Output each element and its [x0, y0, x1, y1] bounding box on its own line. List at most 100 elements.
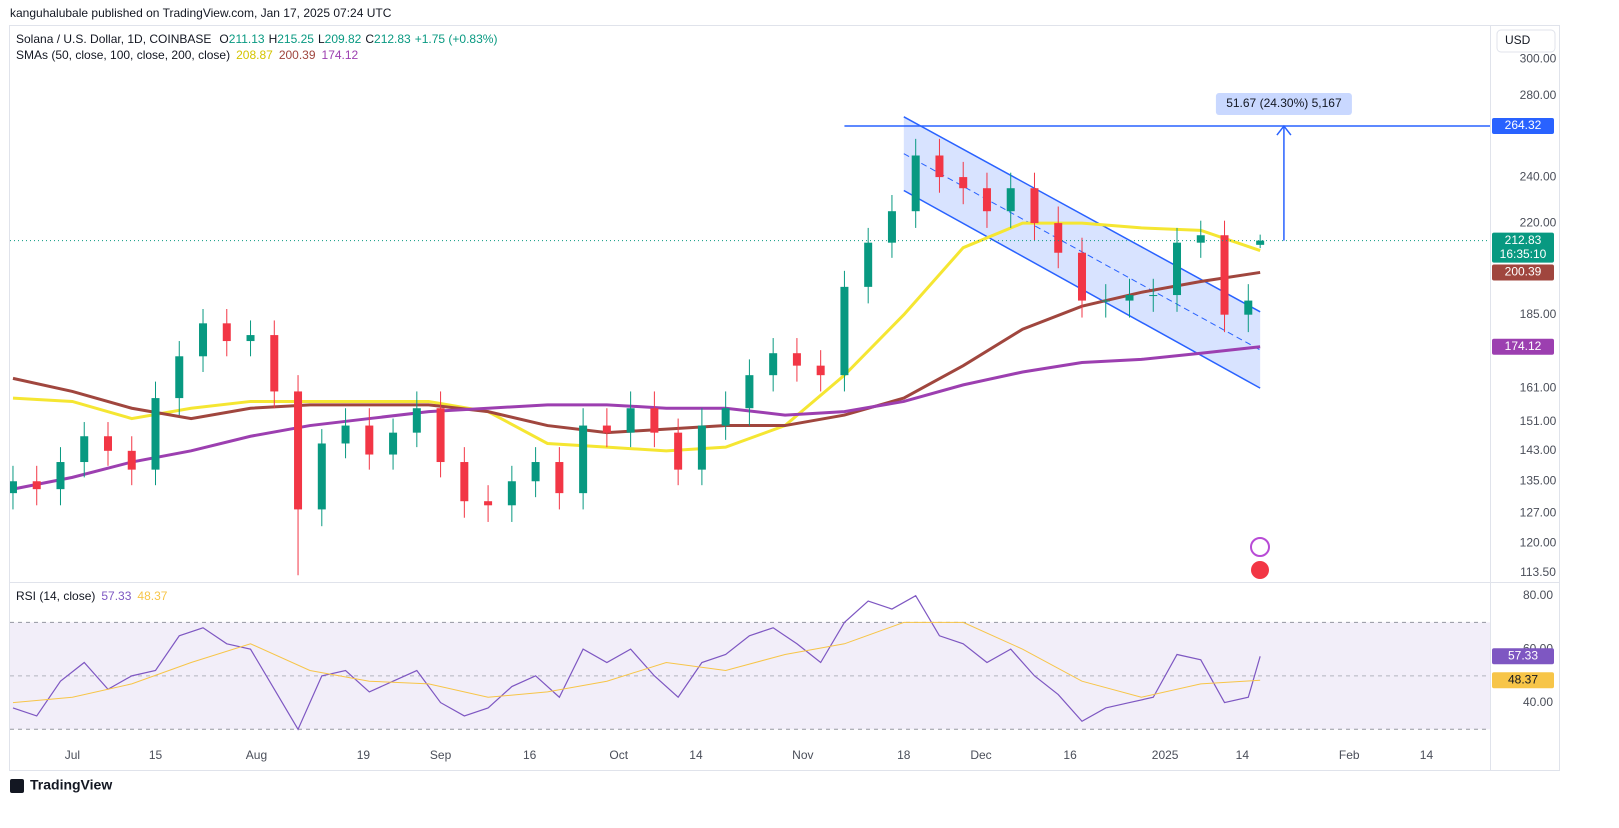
candle-body: [982, 188, 991, 212]
last-price-tag: 212.83: [1505, 233, 1542, 247]
candle-body: [175, 356, 184, 399]
ohlc-value: 211.13: [229, 32, 265, 46]
y-tick-label: 185.00: [1520, 307, 1557, 321]
sma-value: 174.12: [322, 48, 359, 62]
candle-body: [80, 436, 89, 463]
ohlc-label: O: [219, 32, 228, 46]
x-tick-label: Dec: [970, 748, 991, 762]
y-tick-label: 143.00: [1520, 443, 1557, 457]
candle-body: [484, 501, 493, 506]
last-price-tag-bg: [1492, 232, 1554, 263]
y-tick-label: 161.00: [1520, 380, 1557, 394]
candle-body: [697, 425, 706, 470]
measure-label: 51.67 (24.30%) 5,167: [1226, 96, 1342, 110]
rsi-value: 57.33: [101, 589, 131, 603]
y-tick-label: 151.00: [1520, 414, 1557, 428]
candle-body: [341, 425, 350, 444]
candle-body: [911, 155, 920, 212]
candle-body: [650, 408, 659, 433]
candle-body: [531, 462, 540, 482]
candle-body: [151, 398, 160, 470]
brand: TradingView: [30, 777, 112, 793]
candle-body: [317, 443, 326, 510]
x-tick-label: 14: [689, 748, 703, 762]
candle-body: [864, 242, 873, 287]
currency-button[interactable]: [1496, 29, 1556, 53]
candle-body: [674, 432, 683, 470]
sma-tag-bg: [1492, 338, 1554, 355]
x-tick-label: Feb: [1339, 748, 1360, 762]
candle-body: [1077, 252, 1086, 301]
candle-body: [745, 375, 754, 409]
candle-body: [626, 408, 635, 433]
idea-icon[interactable]: [1250, 537, 1270, 557]
indicator: SMAs (50, close, 100, close, 200, close): [16, 48, 230, 62]
x-tick-label: 14: [1420, 748, 1434, 762]
sma-tag: 174.12: [1505, 339, 1542, 353]
candle-body: [412, 408, 421, 433]
rsi-tag: 48.37: [1508, 672, 1538, 686]
candle-body: [1173, 242, 1182, 296]
candle-body: [436, 408, 445, 463]
candle-body: [32, 481, 41, 490]
rsi-ma-line: [12, 621, 1261, 704]
sma-value: 208.87: [236, 48, 273, 62]
x-tick-label: Aug: [246, 748, 267, 762]
events-icon[interactable]: [1251, 561, 1269, 579]
y-tick-label: 120.00: [1520, 536, 1557, 550]
x-tick-label: 14: [1236, 748, 1250, 762]
sma-line: [12, 270, 1261, 435]
x-tick-label: 2025: [1152, 748, 1179, 762]
ohlc-value: 209.82: [325, 32, 362, 46]
candle-body: [1101, 300, 1110, 302]
sma-tag-bg: [1492, 264, 1554, 281]
sma-legend: SMAs (50, close, 100, close, 200, close)…: [16, 48, 359, 62]
y-tick-label: 113.50: [1520, 565, 1556, 579]
y-tick-label: 127.00: [1520, 506, 1557, 520]
candle-body: [56, 462, 65, 490]
candle-body: [959, 177, 968, 189]
candle-body: [935, 155, 944, 178]
target-tag-bg: [1492, 118, 1554, 135]
rsi-tag-bg: [1492, 672, 1554, 689]
sma-tag: 200.39: [1505, 265, 1542, 279]
candle-body: [1149, 295, 1158, 297]
y-tick-label: 280.00: [1520, 88, 1557, 102]
candle-body: [1030, 188, 1039, 224]
price-pane: [10, 116, 1265, 576]
ohlc-value: 215.25: [277, 32, 314, 46]
channel-upper: [903, 116, 1261, 313]
ohlc-label: C: [365, 32, 374, 46]
y-tick-label: 240.00: [1520, 169, 1557, 183]
candle-body: [769, 353, 778, 376]
candle-body: [721, 408, 730, 426]
rsi-title: RSI (14, close): [16, 589, 95, 603]
rsi-tag-bg: [1492, 648, 1554, 665]
tv-logo: [10, 779, 24, 793]
x-tick-label: Sep: [430, 748, 452, 762]
candle-body: [222, 323, 231, 342]
candle-body: [365, 425, 374, 455]
candle-body: [270, 335, 279, 392]
rsi-line: [12, 594, 1261, 731]
candle-body: [816, 365, 825, 376]
candle-body: [389, 432, 398, 455]
candle-body: [1125, 295, 1134, 301]
rsi-tick-label: 80.00: [1523, 588, 1553, 602]
countdown: 16:35:10: [1500, 247, 1547, 261]
ohlc-label: H: [269, 32, 278, 46]
symbol-legend: Solana / U.S. Dollar, 1D, COINBASE O211.1…: [16, 32, 497, 46]
x-tick-label: 16: [1063, 748, 1077, 762]
candle-body: [103, 436, 112, 451]
publisher: kanguhalubale published on TradingView.c…: [10, 6, 392, 20]
rsi-tick-label: 40.00: [1523, 695, 1553, 709]
candle-body: [555, 462, 564, 494]
candle-body: [127, 450, 136, 470]
x-tick-label: Oct: [609, 748, 628, 762]
candle-body: [1196, 235, 1205, 243]
x-tick-label: Jul: [65, 748, 80, 762]
candle-body: [199, 323, 208, 357]
currency[interactable]: USD: [1505, 33, 1531, 47]
y-tick-label: 300.00: [1520, 51, 1557, 65]
